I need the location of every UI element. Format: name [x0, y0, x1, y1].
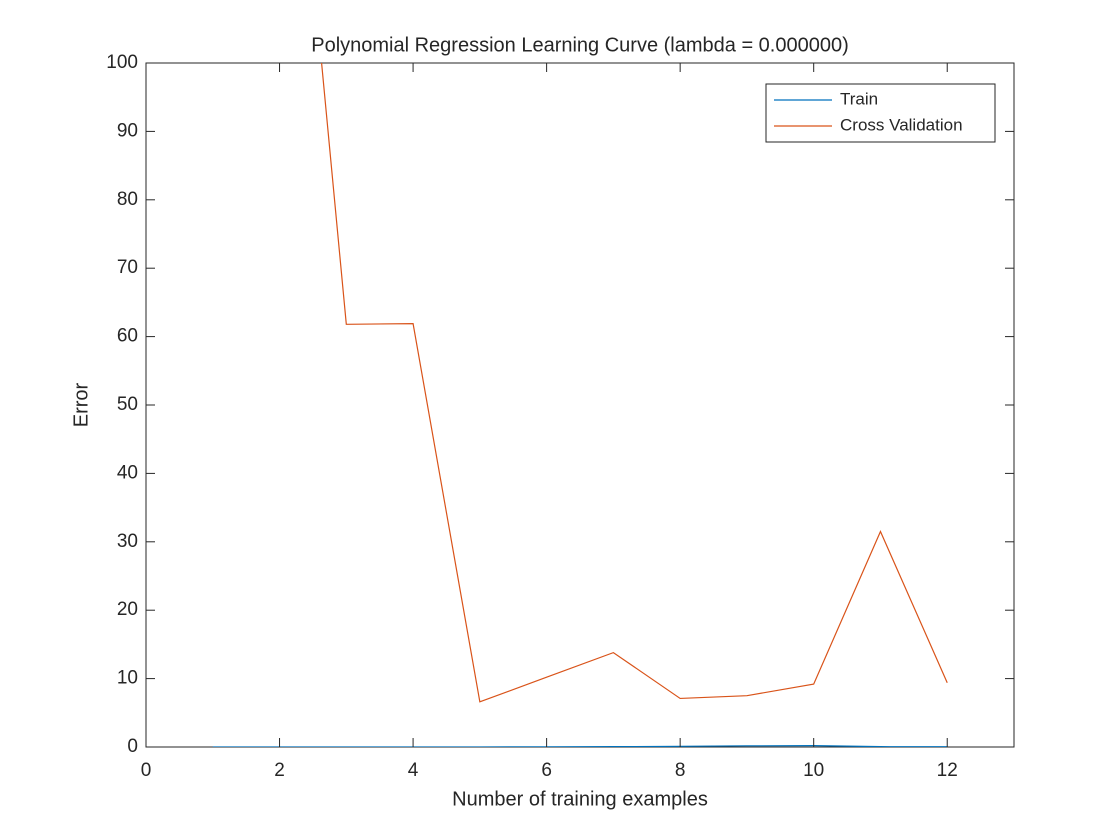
- y-tick-label: 50: [117, 394, 138, 415]
- x-tick-label: 8: [675, 760, 686, 781]
- x-tick-label: 6: [541, 760, 552, 781]
- plot-lines: [212, 63, 948, 747]
- x-tick-label: 12: [937, 760, 958, 781]
- series-line: [212, 745, 948, 747]
- y-tick-label: 70: [117, 257, 138, 278]
- legend-label: Train: [840, 89, 878, 108]
- y-tick-label: 10: [117, 668, 138, 689]
- legend-box: [765, 83, 996, 143]
- y-axis-label: Error: [70, 382, 92, 427]
- y-tick-label: 100: [106, 52, 138, 73]
- x-tick-label: 4: [408, 760, 419, 781]
- x-tick-label: 0: [141, 760, 152, 781]
- y-tick-label: 80: [117, 189, 138, 210]
- y-tick-label: 0: [127, 736, 138, 757]
- x-tick-label: 10: [803, 760, 824, 781]
- chart-title: Polynomial Regression Learning Curve (la…: [311, 34, 849, 56]
- axes-box: [145, 62, 1015, 748]
- x-axis-label: Number of training examples: [452, 788, 708, 810]
- y-tick-label: 20: [117, 599, 138, 620]
- y-tick-label: 30: [117, 531, 138, 552]
- y-tick-label: 90: [117, 120, 138, 141]
- y-tick-label: 40: [117, 462, 138, 483]
- y-tick-label: 60: [117, 326, 138, 347]
- legend-label: Cross Validation: [840, 115, 963, 134]
- series-line: [320, 63, 948, 703]
- x-tick-label: 2: [274, 760, 285, 781]
